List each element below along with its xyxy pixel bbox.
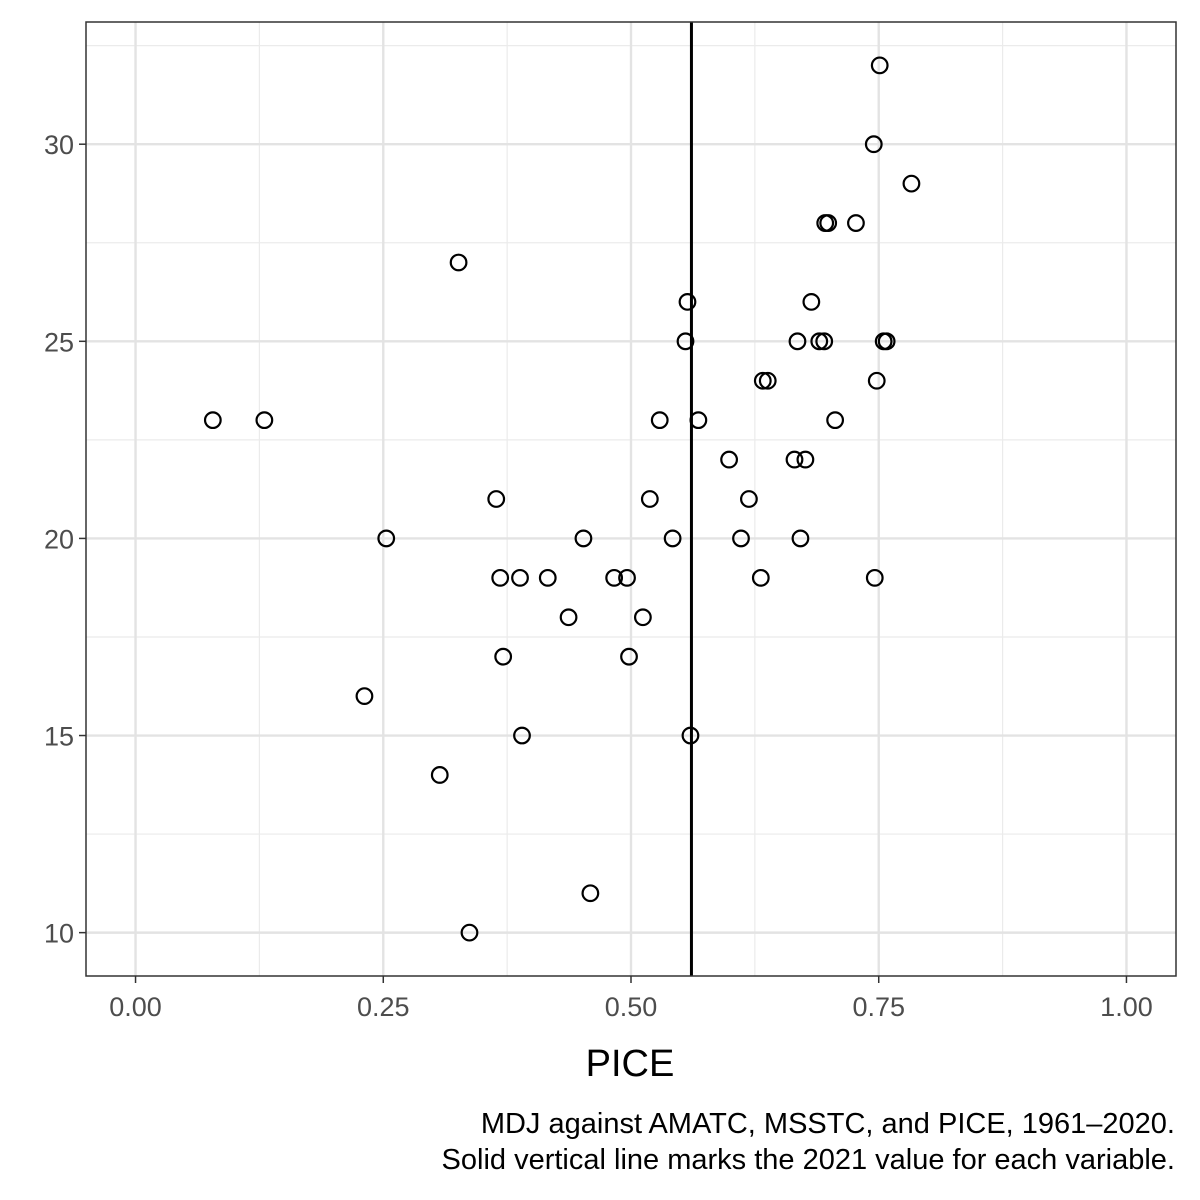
caption-line-2: Solid vertical line marks the 2021 value… bbox=[442, 1144, 1175, 1176]
x-tick-label: 0.25 bbox=[357, 992, 410, 1022]
y-tick-label: 20 bbox=[44, 524, 74, 554]
x-tick-label: 0.00 bbox=[109, 992, 162, 1022]
y-tick-label: 30 bbox=[44, 130, 74, 160]
y-tick-label: 10 bbox=[44, 919, 74, 949]
y-tick-label: 25 bbox=[44, 327, 74, 357]
x-tick-label: 1.00 bbox=[1100, 992, 1153, 1022]
x-axis-title: PICE bbox=[586, 1043, 675, 1085]
y-tick-label: 15 bbox=[44, 722, 74, 752]
caption-line-1: MDJ against AMATC, MSSTC, and PICE, 1961… bbox=[481, 1108, 1175, 1140]
x-tick-label: 0.50 bbox=[605, 992, 658, 1022]
x-tick-label: 0.75 bbox=[852, 992, 905, 1022]
